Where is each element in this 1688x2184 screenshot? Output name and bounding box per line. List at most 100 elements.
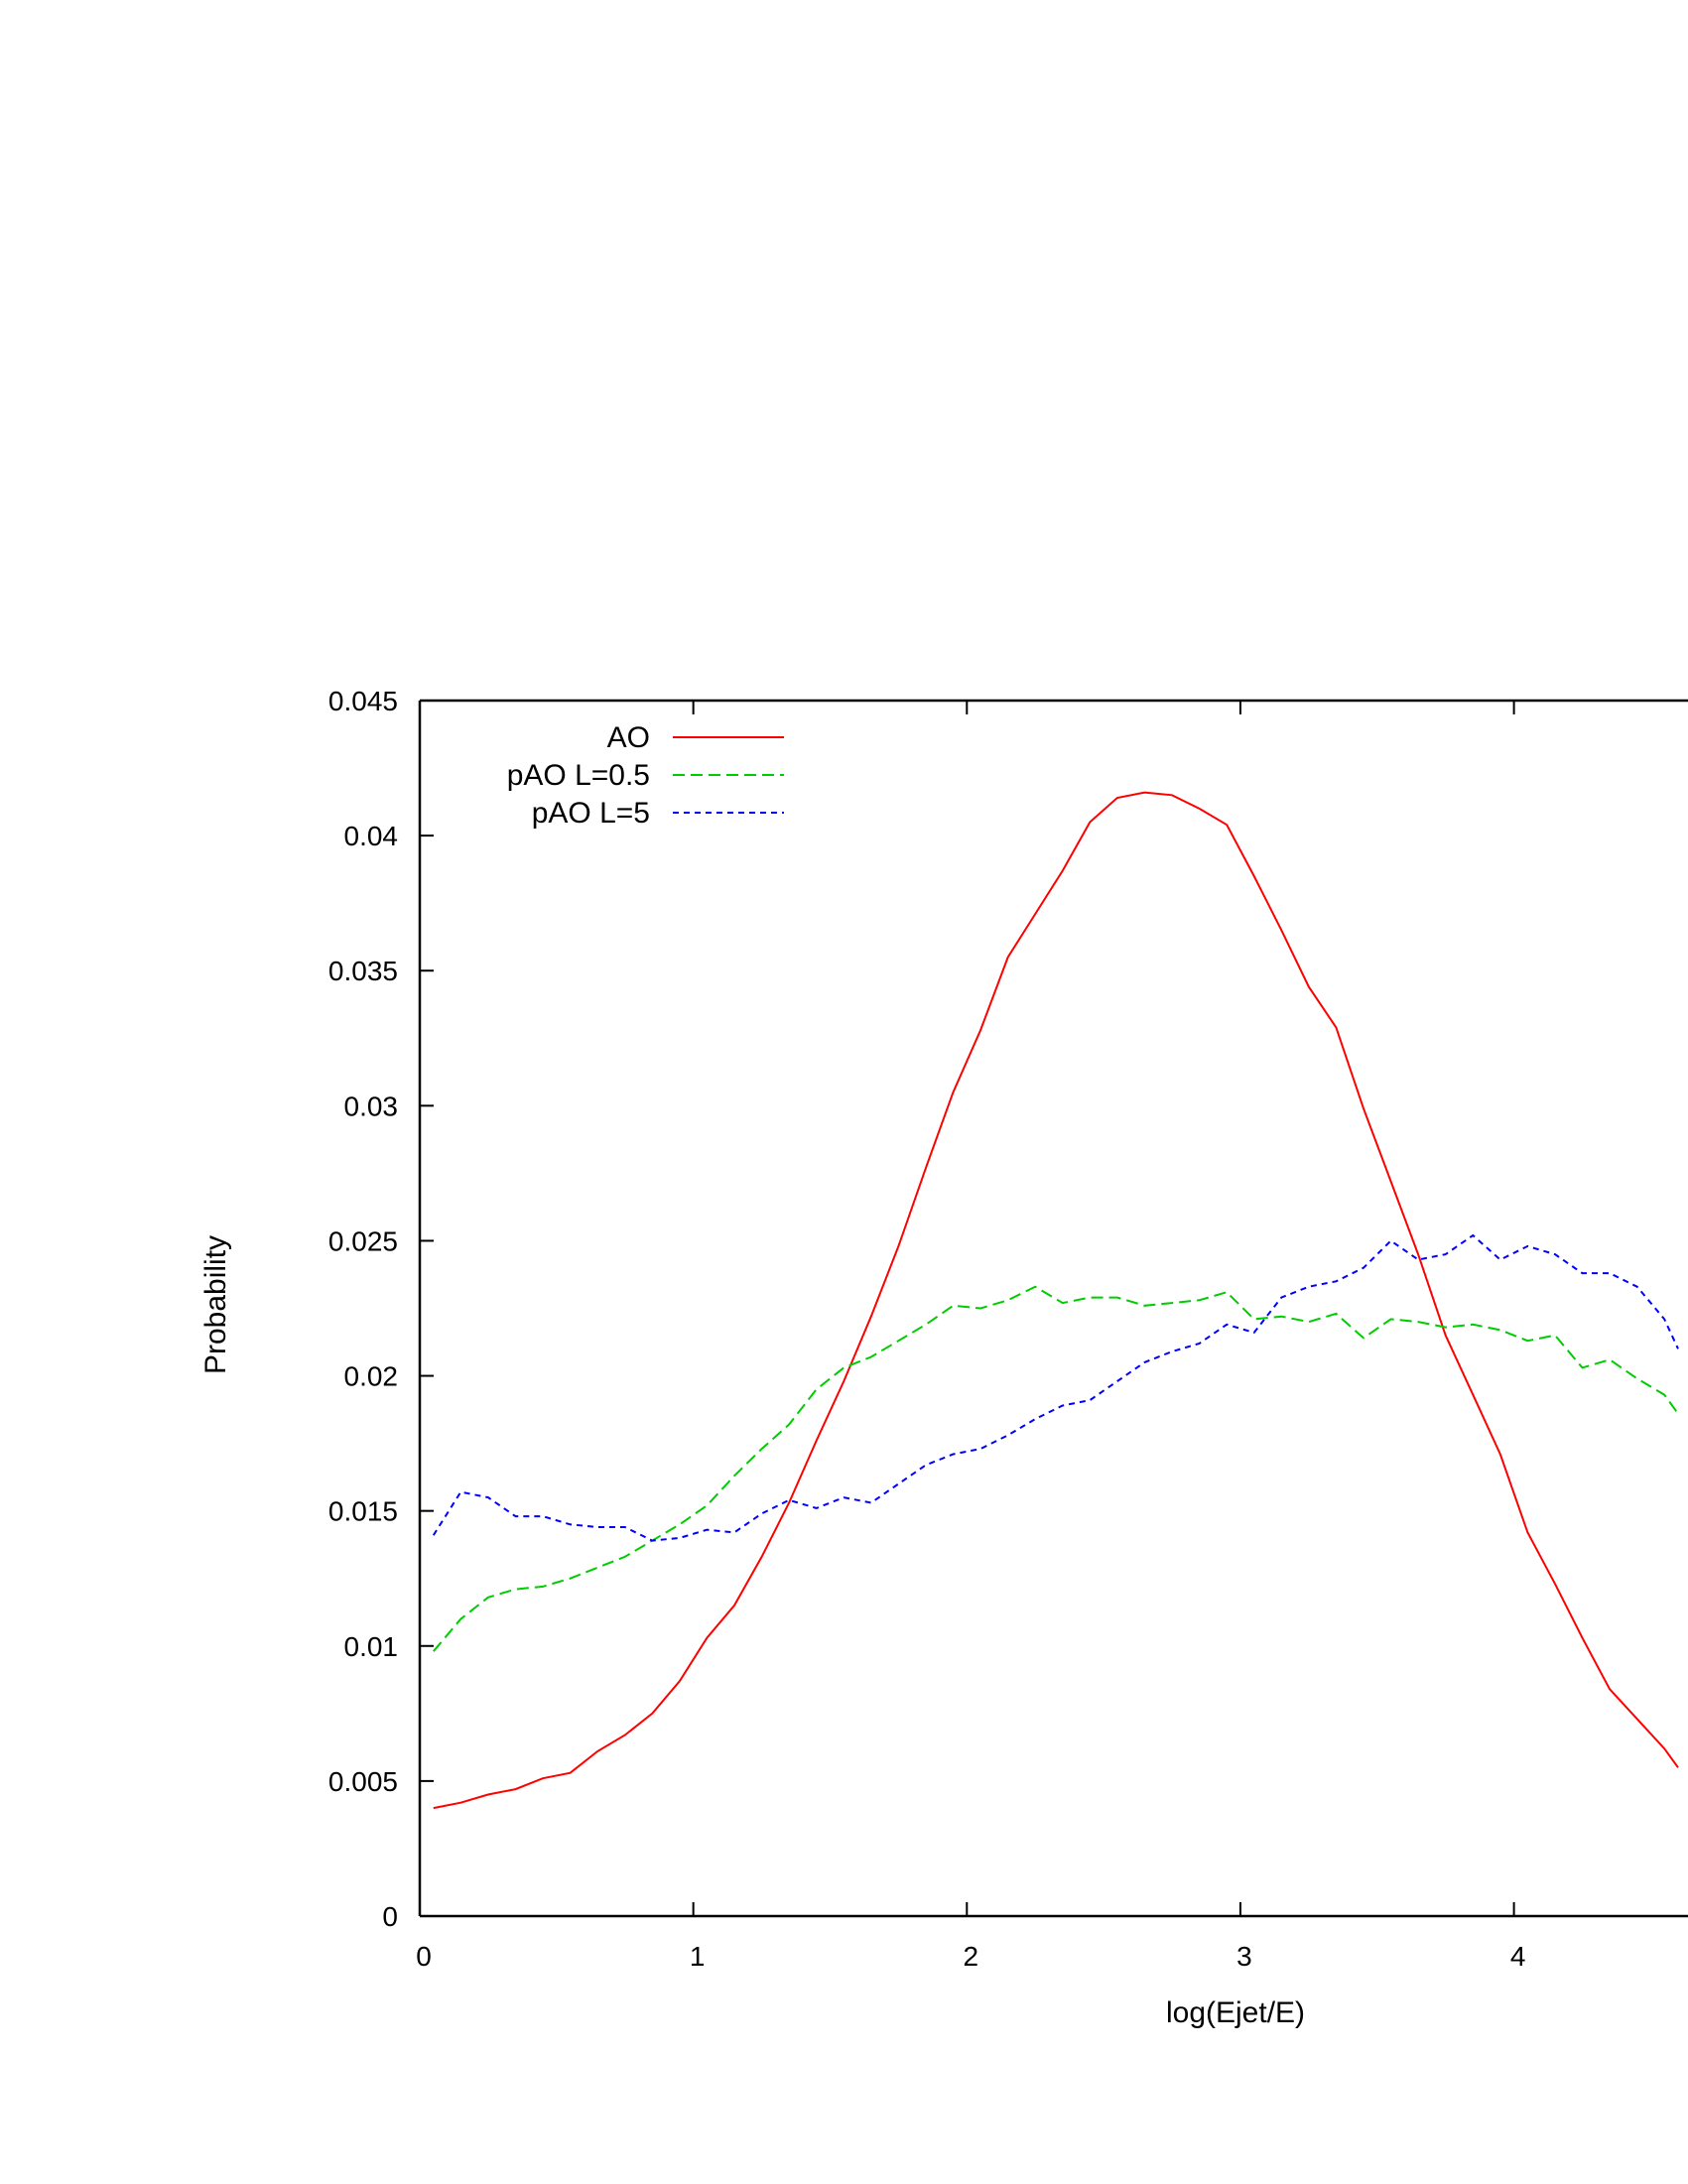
series-1-point [1554,1583,1556,1585]
series-2-point [1526,1340,1528,1342]
series-3-point [952,1453,954,1455]
series-3-point [1198,1343,1200,1345]
legend-label: AO [607,721,650,754]
series-1-point [459,1802,461,1804]
y-tick-label: 0.04 [344,821,399,851]
series-1-point [1034,913,1036,915]
series-3-point [706,1529,708,1531]
series-1-point [760,1556,762,1558]
series-3-point [569,1523,571,1525]
series-3-point [1389,1239,1391,1241]
series-3-point [733,1531,735,1533]
series-3-point [1007,1434,1009,1436]
series-2-point [1554,1335,1556,1337]
series-3-point [1034,1418,1036,1420]
series-1-point [1363,1107,1364,1109]
series-2-point [433,1650,435,1652]
series-1-point [870,1316,872,1318]
x-tick-label: 3 [1236,1941,1252,1972]
series-3-point [1526,1245,1528,1247]
series-1-point [1116,797,1118,799]
series-3-point [760,1512,762,1514]
series-3-point [1143,1361,1145,1363]
series-1-point [979,1029,981,1031]
series-3-point [1308,1286,1310,1288]
series-1-point [1007,956,1009,958]
series-1-point [1143,791,1145,793]
series-2-point [1253,1318,1255,1320]
series-2-point [1677,1413,1679,1415]
series-1-point [542,1777,544,1779]
series-3-point [870,1501,872,1503]
y-tick-label: 0.03 [344,1091,399,1121]
series-1-point [843,1380,844,1382]
series-1-point [788,1501,790,1503]
series-1-point [679,1680,681,1682]
series-1-point [1636,1718,1638,1720]
series-1-point [1499,1453,1501,1455]
series-1-point [1389,1180,1391,1182]
series-1-point [1226,824,1228,826]
series-1-point [1062,869,1064,871]
series-3-point [1636,1286,1638,1288]
series-3-point [1116,1380,1118,1382]
y-tick-label: 0.035 [328,956,398,986]
series-1-point [487,1793,489,1795]
series-2-point [459,1617,461,1619]
series-1-point [897,1245,899,1247]
series-2-point [925,1324,927,1326]
legend: AO pAO L=0.5 pAO L=5 [507,721,784,830]
series-3-point [816,1507,818,1509]
series-2-point [1034,1286,1036,1288]
series-2-point [733,1475,735,1477]
series-3-point [433,1534,435,1536]
series-2-point [1363,1337,1364,1339]
series-1-point [1663,1747,1665,1749]
y-tick-label: 0.045 [328,686,398,716]
series-3-point [1253,1332,1255,1334]
series-3-point [1663,1318,1665,1320]
series-line-1 [433,791,1679,1810]
series-3-point [1581,1272,1583,1274]
series-1-point [1609,1688,1611,1690]
series-2-point [1198,1299,1200,1301]
series-1-point [1335,1026,1337,1028]
y-tick-label: 0.025 [328,1225,398,1256]
series-3-point [596,1526,598,1528]
series-2-point [1499,1329,1501,1331]
series-2-point [843,1366,844,1368]
series-1-point [952,1092,954,1093]
series-line-2 [433,1285,1679,1652]
series-3-point [1445,1253,1447,1255]
series-3-point [1499,1258,1501,1260]
series-3-point [1062,1404,1064,1406]
series-2-point [788,1423,790,1425]
legend-label: pAO L=5 [532,797,650,830]
series-3-point [1089,1399,1091,1401]
series-1-point [1472,1393,1474,1395]
series-2-point [624,1556,626,1558]
series-2-point [1171,1302,1173,1304]
series-1-point [624,1734,626,1735]
series-2-point [1663,1393,1665,1395]
series-3-point [651,1539,653,1541]
series-3-point [514,1515,516,1517]
series-3-point [679,1537,681,1539]
series-1-point [596,1750,598,1752]
y-axis-title: Probability [199,1235,232,1374]
series-2-point [1089,1296,1091,1298]
series-2-point [542,1586,544,1588]
series-1-point [651,1713,653,1715]
series-2-point [1007,1299,1009,1301]
series-3-point [1280,1296,1282,1298]
series-3-point [843,1496,844,1498]
series-2-point [1280,1316,1282,1318]
series-line-3 [432,1233,1679,1542]
series-1-point [569,1772,571,1774]
series-1-point [1677,1766,1679,1768]
series-3-point [1677,1348,1679,1349]
series-2-point [569,1578,571,1580]
y-tick-label: 0.005 [328,1766,398,1797]
